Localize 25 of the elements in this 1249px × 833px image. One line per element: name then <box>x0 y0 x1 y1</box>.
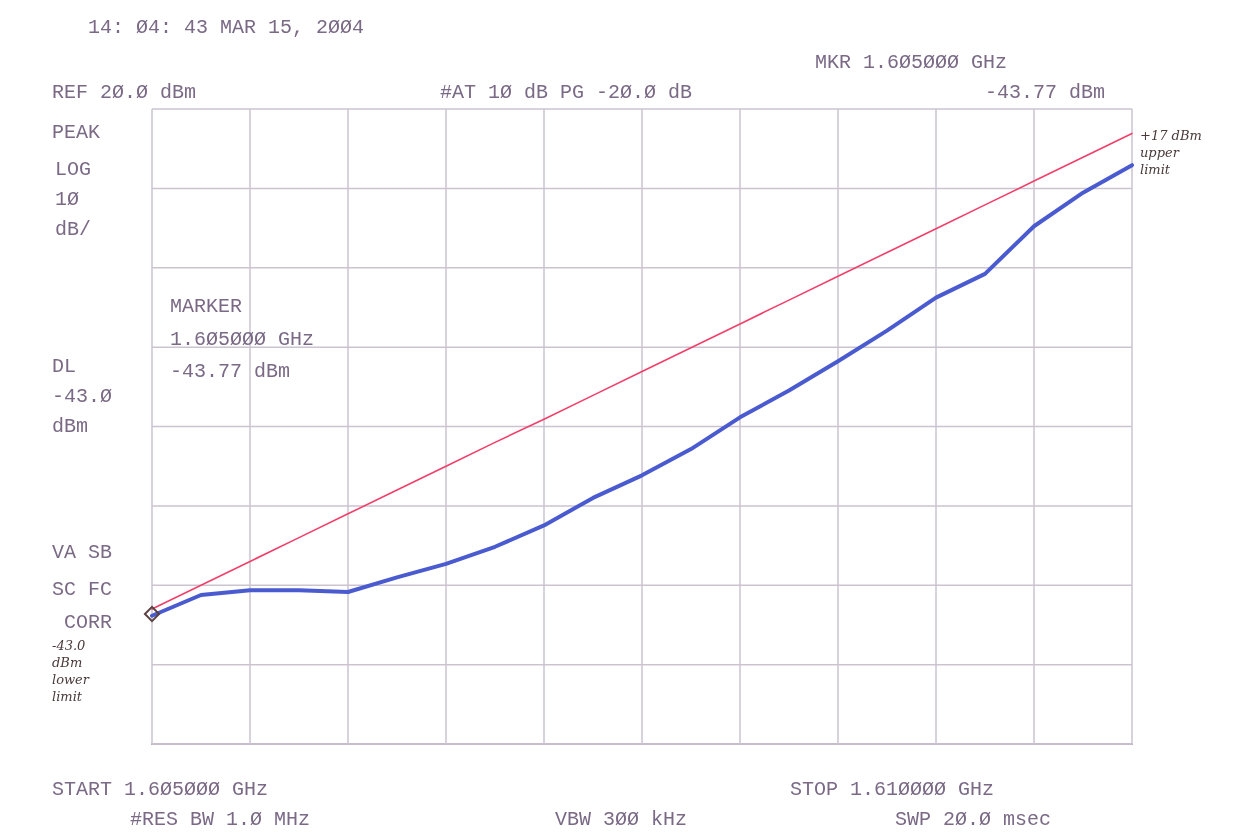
text: SC FC <box>52 578 113 601</box>
text: -43.Ø <box>52 385 113 408</box>
text: 14: Ø4: 43 MAR 15, 2ØØ4 <box>88 16 365 39</box>
text: STOP 1.61ØØØØ GHz <box>790 778 995 801</box>
text: #AT 1Ø dB PG -2Ø.Ø dB <box>440 81 693 104</box>
text: START 1.6Ø5ØØØ GHz <box>52 778 269 801</box>
text: dBm <box>52 415 89 438</box>
annotation: -43.77 dBm <box>170 360 291 383</box>
text: +17 dBm upper limit <box>1140 128 1202 177</box>
text: 1Ø <box>55 188 80 211</box>
text: -43.77 dBm <box>985 81 1106 104</box>
text: REF 2Ø.Ø dBm <box>52 81 197 104</box>
text: #RES BW 1.Ø MHz <box>130 808 311 831</box>
text: PEAK <box>52 121 101 144</box>
text: CORR <box>64 611 113 634</box>
text: DL <box>52 355 77 378</box>
text: -43.0 dBm lower limit <box>52 638 90 704</box>
annotation: 1.6Ø5ØØØ GHz <box>170 328 315 351</box>
text: VA SB <box>52 541 113 564</box>
text: VBW 3ØØ kHz <box>555 808 688 831</box>
annotation: MARKER <box>170 295 243 318</box>
text: MKR 1.6Ø5ØØØ GHz <box>815 51 1008 74</box>
text: dB/ <box>55 218 92 241</box>
text: LOG <box>55 158 92 181</box>
text: SWP 2Ø.Ø msec <box>895 808 1052 831</box>
